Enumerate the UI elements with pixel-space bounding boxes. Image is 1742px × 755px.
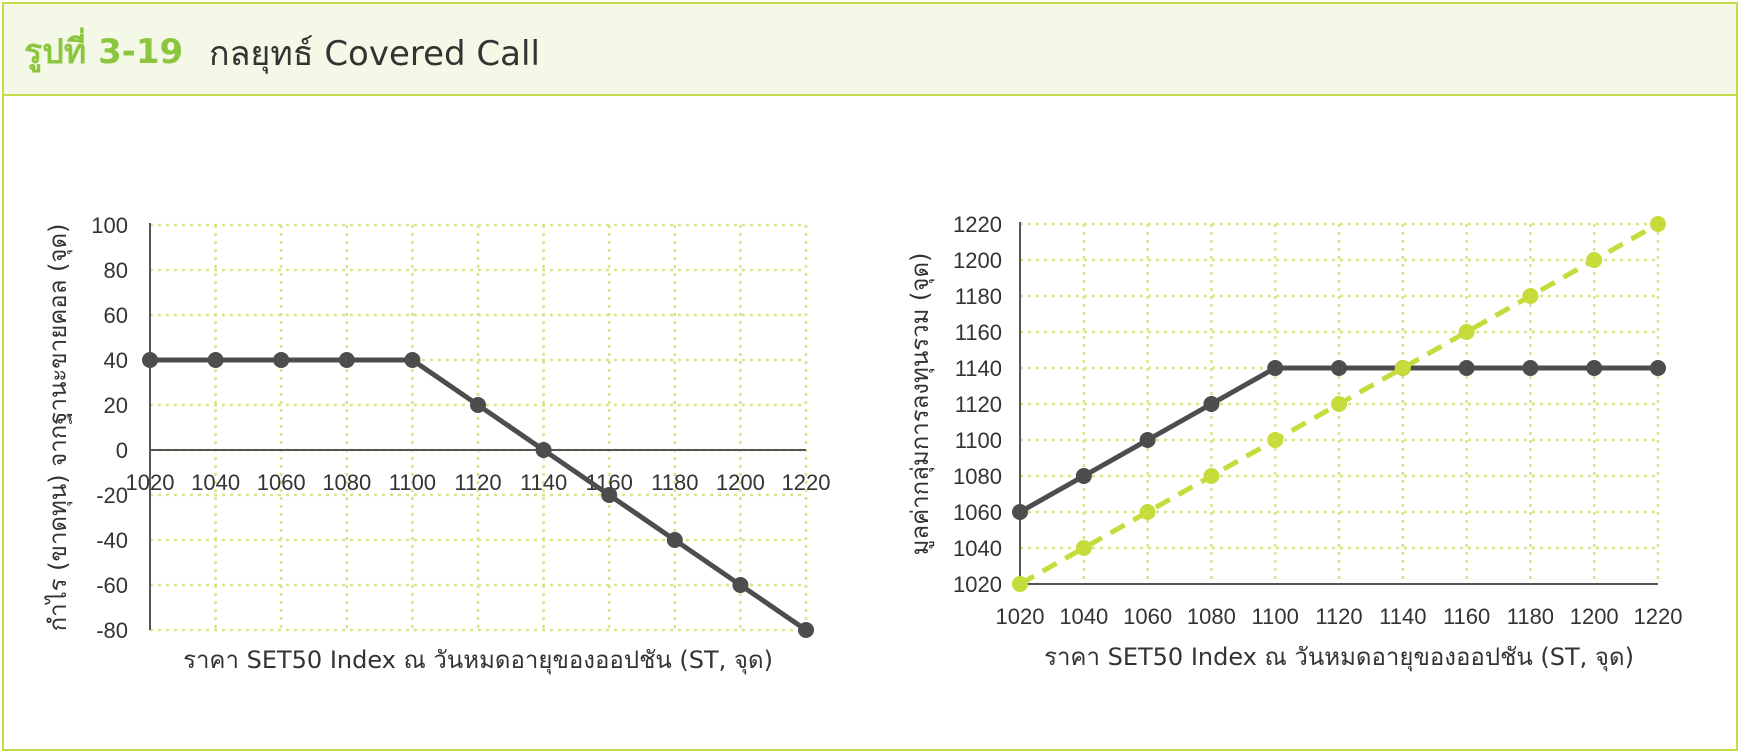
x-tick-label: 1180 [1507,604,1554,629]
data-point [273,352,290,368]
x-tick-label: 1120 [454,470,501,495]
data-point [666,532,683,548]
y-tick-label: 1100 [955,428,1002,453]
x-tick-label: 1220 [1634,604,1683,629]
y-tick-label: 1020 [953,572,1002,597]
data-point [404,352,421,368]
data-point [1267,360,1284,376]
figure-header: รูปที่ 3-19 กลยุทธ์ Covered Call [4,4,1736,96]
x-tick-label: 1140 [520,470,567,495]
x-tick-label: 1140 [1379,604,1426,629]
x-tick-label: 1160 [1443,604,1490,629]
y-tick-label: 0 [116,438,128,463]
x-axis-title: ราคา SET50 Index ณ วันหมดอายุของออปชัน (… [183,646,773,675]
x-tick-label: 1080 [1187,604,1236,629]
x-tick-label: 1060 [257,470,306,495]
x-tick-label: 1020 [126,470,175,495]
y-tick-label: 1060 [953,500,1002,525]
y-axis-title: มูลค่ากลุ่มการลงทุนรวม (จุด) [906,253,935,556]
data-point [1394,360,1411,376]
y-tick-label: 1180 [955,284,1002,309]
data-point [1522,360,1539,376]
data-point [1331,396,1347,412]
x-tick-label: 1020 [996,604,1045,629]
data-point [1139,504,1156,520]
figure-title: กลยุทธ์ Covered Call [209,34,540,74]
data-point [207,352,224,368]
chart-2: 1020 1040 1060 1080 1100 1120 1140 1160 1180 1200… [906,212,1682,672]
y-tick-label: 40 [104,348,128,373]
data-point [1650,216,1666,232]
data-point [798,622,814,638]
y-tick-label: 60 [104,303,128,328]
y-tick-label: 20 [104,393,128,418]
y-tick-label: -20 [96,483,128,508]
y-tick-label: 1200 [953,248,1002,273]
data-point [1075,540,1092,556]
y-tick-label: -80 [96,618,128,643]
y-tick-label: 1220 [953,212,1002,237]
y-tick-label: 1160 [955,320,1002,345]
x-tick-label: 1040 [1059,604,1108,629]
x-tick-label: 1200 [716,470,765,495]
data-point [470,397,486,413]
figure-number: รูปที่ 3-19 [24,32,184,72]
data-point [1139,432,1156,448]
data-point [1650,360,1666,376]
data-point [601,487,618,503]
y-tick-label: -60 [96,573,128,598]
data-point [1586,360,1603,376]
data-point [1075,468,1092,484]
x-tick-label: 1040 [191,470,240,495]
x-tick-label: 1120 [1315,604,1362,629]
data-point [1012,576,1028,592]
data-point [1458,324,1475,340]
y-tick-label: 1120 [955,392,1002,417]
data-point [1586,252,1603,268]
x-tick-label: 1180 [651,470,698,495]
y-axis-title: กำไร (ขาดทุน) จากฐานะขายคอล (จุด) [44,224,73,632]
data-point [732,577,749,593]
data-point [1203,468,1220,484]
data-point [142,352,158,368]
data-point [1203,396,1220,412]
x-tick-label: 1200 [1570,604,1619,629]
data-point [1012,504,1028,520]
y-tick-label: 1140 [955,356,1002,381]
x-tick-label: 1100 [1252,604,1299,629]
chart-1: -80 -60 -40 -20 0 20 40 60 80 100 1020 1040 1060 1080… [44,213,830,675]
y-tick-label: 80 [104,258,128,283]
x-tick-label: 1060 [1123,604,1172,629]
y-tick-label: 1040 [953,536,1002,561]
x-tick-label: 1100 [389,470,436,495]
y-tick-label: 100 [91,213,128,238]
data-point [338,352,355,368]
data-point [535,442,552,458]
x-axis-title: ราคา SET50 Index ณ วันหมดอายุของออปชัน (… [1044,643,1634,672]
data-point [1331,360,1347,376]
x-tick-label: 1080 [322,470,371,495]
data-point [1458,360,1475,376]
data-point [1522,288,1539,304]
x-tick-label: 1220 [782,470,831,495]
y-tick-label: -40 [96,528,128,553]
y-tick-label: 1080 [953,464,1002,489]
data-point [1267,432,1284,448]
